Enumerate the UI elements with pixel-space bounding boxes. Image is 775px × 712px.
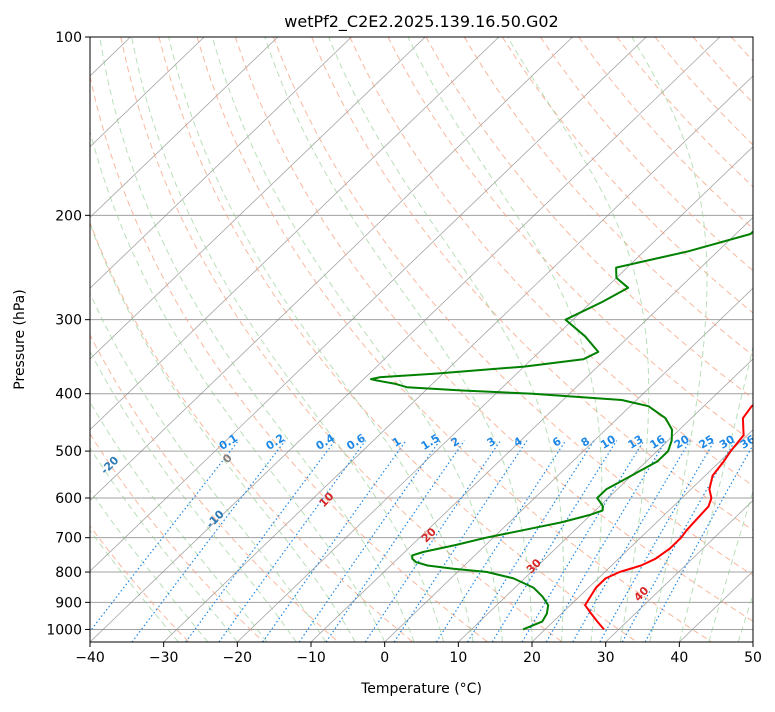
isotherm-line xyxy=(0,37,425,642)
dry-adiabat-line xyxy=(235,37,775,642)
y-tick-label: 700 xyxy=(55,531,82,547)
y-tick-label: 100 xyxy=(55,30,82,46)
chart-title: wetPf2_C2E2.2025.139.16.50.G02 xyxy=(284,12,558,32)
dry-adiabat-line xyxy=(770,37,775,642)
mixing-ratio-line xyxy=(492,441,616,642)
x-tick-label: 30 xyxy=(597,650,615,666)
isotherm-line xyxy=(311,37,775,642)
x-tick-label: −10 xyxy=(296,650,326,666)
isotherm-line xyxy=(532,37,775,642)
x-tick-label: 20 xyxy=(523,650,541,666)
isotherm-line xyxy=(237,37,775,642)
moist-adiabat-line xyxy=(709,37,775,642)
isotherm-line xyxy=(753,37,775,642)
mixing-ratio-label: 1.5 xyxy=(419,431,442,452)
mixing-ratio-label: 20 xyxy=(672,432,692,451)
mixing-ratio-label: 0.4 xyxy=(314,431,338,453)
mixing-ratio-line xyxy=(263,441,406,642)
mixing-ratio-label: 8 xyxy=(579,435,592,450)
mixing-ratio-line xyxy=(186,441,335,642)
plot-frame xyxy=(90,37,753,642)
dry-adiabat-line xyxy=(0,37,263,642)
dry-adiabat-line xyxy=(312,37,775,642)
moist-adiabat-line xyxy=(72,37,385,642)
dry-adiabat-line xyxy=(464,37,775,642)
isotherm-line xyxy=(606,37,775,642)
isotherm-line xyxy=(385,37,775,642)
x-tick-label: 50 xyxy=(744,650,762,666)
isotherm-line xyxy=(0,37,352,642)
mixing-ratio-label: 0.2 xyxy=(264,431,287,452)
dry-adiabat-line xyxy=(617,37,775,642)
y-tick-label: 1000 xyxy=(46,622,82,638)
moist-adiabat-line xyxy=(47,37,355,642)
isotherm-line xyxy=(679,37,775,642)
mixing-ratio-label: 3 xyxy=(485,435,498,450)
isotherm-line xyxy=(164,37,775,642)
mixing-ratio-line xyxy=(394,441,527,642)
temperature-profile-line xyxy=(585,37,775,629)
y-axis: 100 200 300 400 500 600 700 800 900 1000 xyxy=(46,30,90,638)
dry-adiabat-line xyxy=(45,37,413,642)
dry-adiabat-line xyxy=(693,37,775,642)
y-tick-label: 800 xyxy=(55,565,82,581)
mixing-ratio-label: 1 xyxy=(390,435,403,450)
mixing-ratio-line xyxy=(132,441,285,642)
dry-adiabat-line xyxy=(6,37,338,642)
dry-adiabat-line xyxy=(655,37,775,642)
moist-adiabat-line xyxy=(0,37,237,642)
background-lines xyxy=(0,37,775,642)
y-tick-label: 600 xyxy=(55,491,82,507)
dry-adiabat-label: 20 xyxy=(419,525,439,545)
x-tick-label: 40 xyxy=(670,650,688,666)
moist-adiabat-line xyxy=(25,37,326,642)
dry-adiabat-line xyxy=(0,37,189,642)
mixing-ratio-label: 36 xyxy=(738,432,758,451)
y-tick-label: 200 xyxy=(55,208,82,224)
x-axis: −40 −30 −20 −10 0 10 20 30 40 50 xyxy=(75,642,762,666)
mixing-ratio-label: 25 xyxy=(697,433,717,452)
isotherm-line xyxy=(0,37,57,642)
moist-adiabat-line xyxy=(679,37,775,642)
moist-adiabat-line xyxy=(632,37,707,642)
moist-adiabat-line xyxy=(0,37,208,642)
isotherm-line xyxy=(0,37,278,642)
x-tick-label: −20 xyxy=(223,650,253,666)
mixing-ratio-label: 6 xyxy=(550,434,564,449)
y-tick-label: 300 xyxy=(55,313,82,329)
mixing-ratio-label: 10 xyxy=(598,432,618,451)
moist-adiabat-line xyxy=(508,37,649,642)
dry-adiabat-line xyxy=(350,37,775,642)
mixing-ratio-line xyxy=(645,441,755,642)
mixing-ratio-line xyxy=(219,441,366,642)
mixing-ratio-label: 16 xyxy=(648,432,668,451)
y-axis-label: Pressure (hPa) xyxy=(12,289,28,389)
dry-adiabat-line xyxy=(579,37,775,642)
mixing-ratio-label: 30 xyxy=(717,432,737,451)
x-axis-label: Temperature (°C) xyxy=(360,681,482,697)
x-tick-label: 0 xyxy=(380,650,389,666)
moist-adiabat-line xyxy=(132,37,444,642)
moist-adiabat-line xyxy=(329,37,564,642)
x-tick-label: −30 xyxy=(149,650,179,666)
y-tick-label: 900 xyxy=(55,595,82,611)
dry-adiabat-label: -30 xyxy=(6,400,29,423)
isotherm-line xyxy=(458,37,775,642)
moist-adiabat-line xyxy=(738,37,775,642)
x-tick-label: −40 xyxy=(75,650,105,666)
isotherm-line xyxy=(0,37,204,642)
mixing-ratio-line xyxy=(546,441,666,642)
mixing-ratio-line xyxy=(600,441,715,642)
y-tick-label: 400 xyxy=(55,387,82,403)
y-tick-label: 500 xyxy=(55,444,82,460)
dry-adiabat-label: 0 xyxy=(220,451,235,466)
mixing-ratio-line xyxy=(365,441,500,642)
x-tick-label: 10 xyxy=(449,650,467,666)
dry-adiabat-line xyxy=(502,37,775,642)
